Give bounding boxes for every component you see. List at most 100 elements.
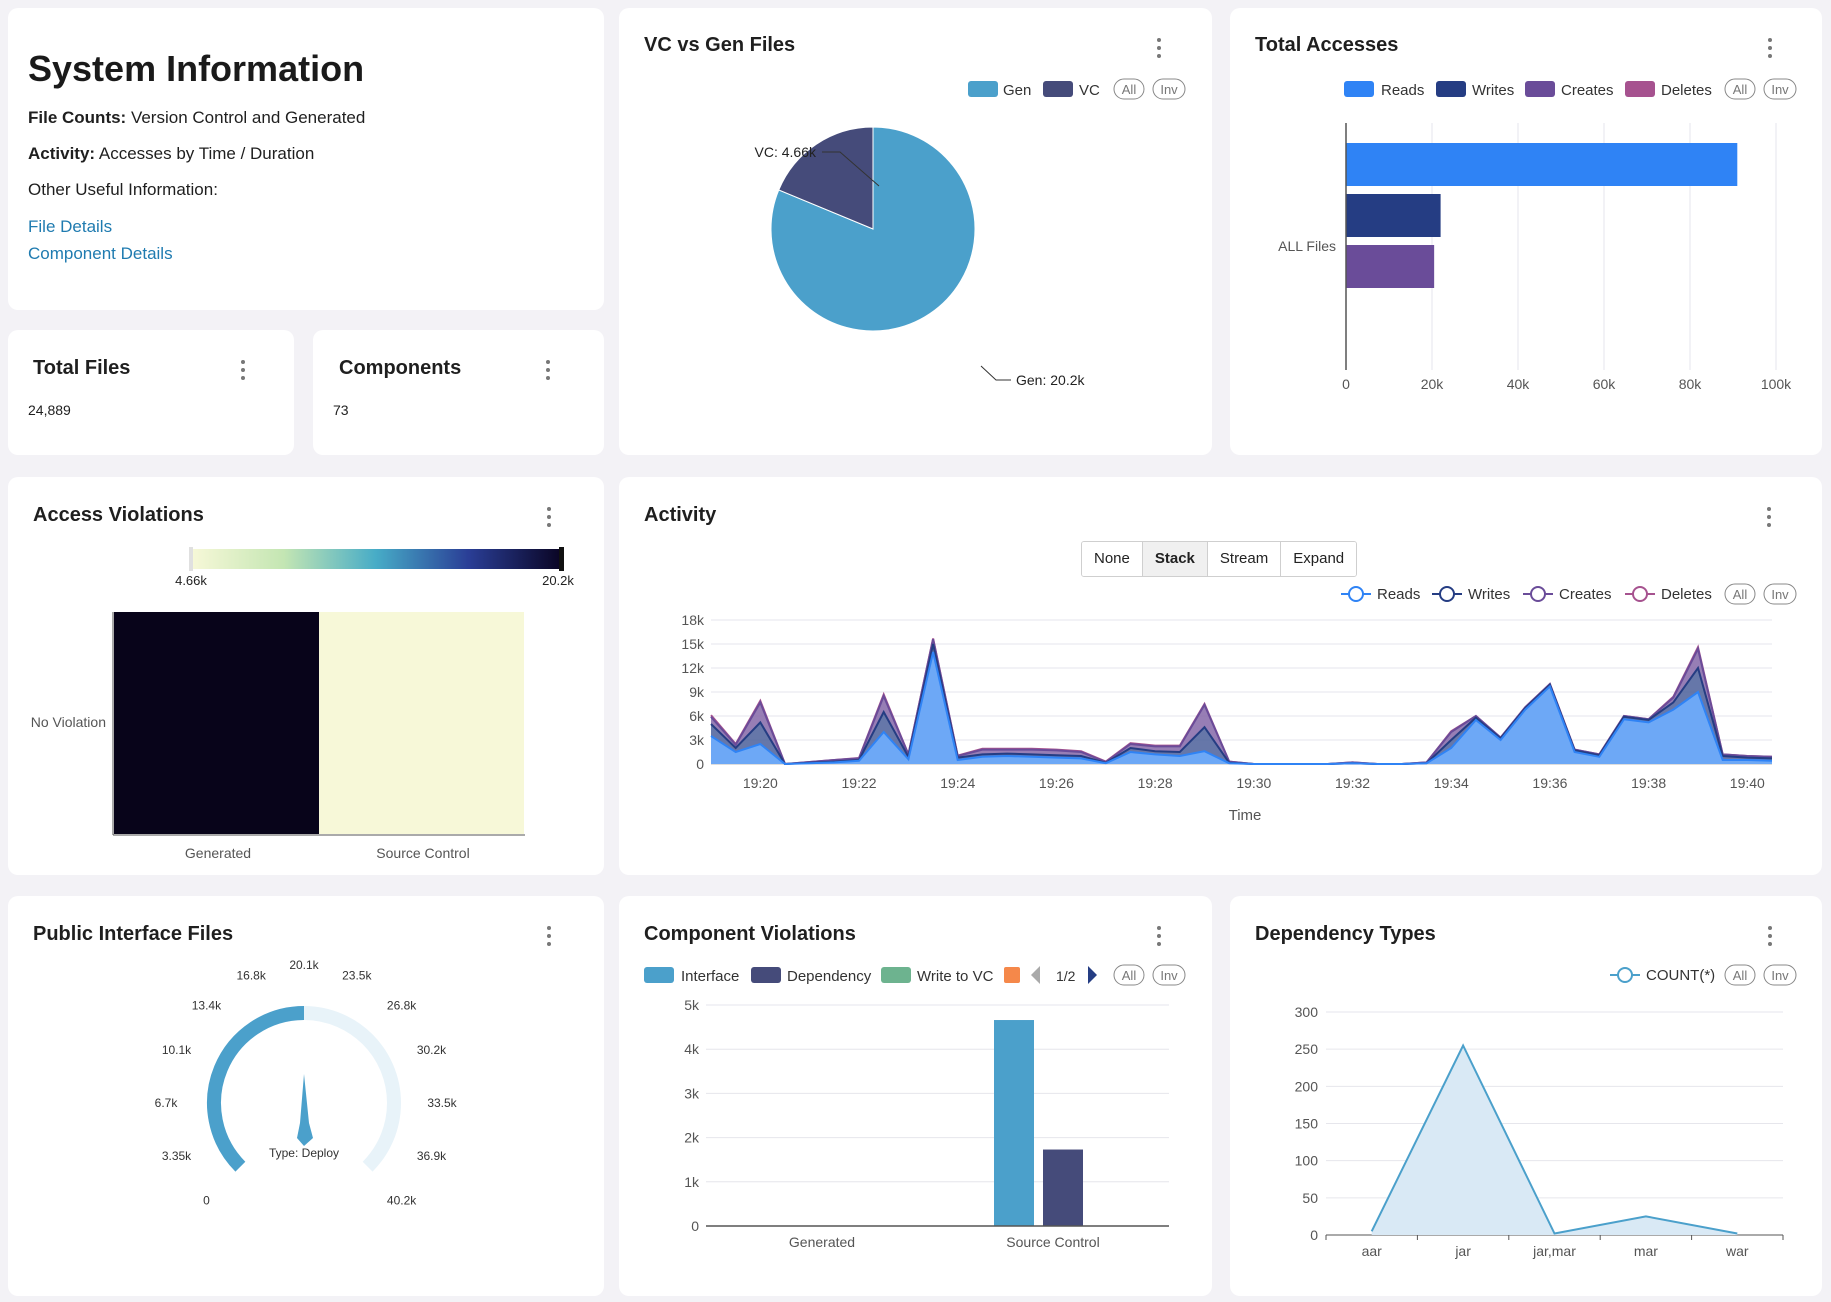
dependency-types-menu-icon[interactable]	[1765, 926, 1775, 948]
components-menu-icon[interactable]	[543, 360, 553, 382]
legend-inv-label[interactable]: Inv	[1771, 968, 1789, 983]
legend-vc-swatch[interactable]	[1043, 81, 1073, 97]
legend-all-button[interactable]	[1724, 964, 1756, 986]
legend-prev-page-icon[interactable]	[1031, 966, 1040, 984]
bar-writes	[1346, 194, 1441, 237]
area-fill	[1371, 1045, 1738, 1235]
legend-write-to-vc-swatch[interactable]	[881, 967, 911, 983]
legend-creates-item[interactable]: Creates	[1523, 586, 1612, 603]
total-accesses-menu-icon[interactable]	[1765, 38, 1775, 60]
legend-all-label[interactable]: All	[1122, 82, 1137, 97]
vc-label-leader	[822, 151, 880, 187]
file-details-link[interactable]: File Details	[28, 217, 113, 236]
legend-inv-button[interactable]	[1763, 583, 1797, 605]
total-files-card: Total Files 24,889	[8, 330, 294, 455]
x-tick-label: 19:24	[940, 775, 975, 791]
y-tick-label: 4k	[684, 1041, 700, 1057]
legend-deletes-swatch[interactable]	[1625, 81, 1655, 97]
legend-count-item[interactable]: COUNT(*)	[1610, 967, 1715, 984]
stack-mode-selector: None Stack Stream Expand	[1081, 541, 1358, 577]
legend-inv-button[interactable]	[1152, 78, 1186, 100]
y-tick-label: 6k	[689, 708, 705, 724]
legend-all-label[interactable]: All	[1733, 587, 1748, 602]
legend-all-button[interactable]	[1113, 964, 1145, 986]
components-card: Components 73	[313, 330, 604, 455]
x-tick-label: 0	[1342, 376, 1350, 392]
legend-deletes-item[interactable]: Deletes	[1625, 586, 1712, 603]
color-scale-handle-max[interactable]	[559, 547, 564, 571]
legend-inv-label[interactable]: Inv	[1160, 968, 1178, 983]
legend-all-label[interactable]: All	[1733, 968, 1748, 983]
legend-creates-label[interactable]: Creates	[1561, 82, 1614, 99]
x-tick-label: 19:34	[1434, 775, 1469, 791]
vc-gen-menu-icon[interactable]	[1154, 38, 1164, 60]
total-files-menu-icon[interactable]	[238, 360, 248, 382]
dependency-types-card: Dependency Types COUNT(*) All Inv 300 250…	[1230, 896, 1822, 1296]
mode-expand-button[interactable]: Expand	[1281, 542, 1357, 576]
legend-interface-swatch[interactable]	[644, 967, 674, 983]
component-details-link[interactable]: Component Details	[28, 244, 173, 263]
access-violations-menu-icon[interactable]	[544, 507, 554, 529]
legend-creates-marker	[1530, 586, 1546, 602]
legend-all-button[interactable]	[1113, 78, 1145, 100]
cv-x-label-source-control: Source Control	[1006, 1234, 1099, 1250]
legend-dependency-label[interactable]: Dependency	[787, 968, 872, 985]
total-accesses-card: Total Accesses Reads Writes Creates Dele…	[1230, 8, 1822, 455]
legend-inv-button[interactable]	[1763, 964, 1797, 986]
activity-menu-icon[interactable]	[1764, 507, 1774, 529]
activity-title: Activity	[644, 504, 717, 526]
gauge-tick-label: 16.8k	[237, 969, 267, 983]
gauge-tick-label: 23.5k	[342, 969, 372, 983]
legend-inv-button[interactable]	[1152, 964, 1186, 986]
activity-areas	[710, 638, 1773, 766]
mode-none-button[interactable]: None	[1082, 542, 1143, 576]
pie-slice-vc	[778, 126, 874, 230]
legend-overflow-swatch[interactable]	[1004, 967, 1020, 983]
activity-chart: Reads Writes Creates Deletes All Inv	[681, 583, 1797, 824]
heatmap-row-label: No Violation	[31, 714, 106, 730]
bar-dependency	[1043, 1149, 1083, 1226]
components-title: Components	[339, 357, 462, 379]
legend-inv-label[interactable]: Inv	[1771, 82, 1789, 97]
x-tick-label: 19:26	[1039, 775, 1074, 791]
legend-next-page-icon[interactable]	[1088, 966, 1097, 984]
component-violations-menu-icon[interactable]	[1154, 926, 1164, 948]
legend-vc-label[interactable]: VC	[1079, 82, 1100, 99]
legend-interface-label[interactable]: Interface	[681, 968, 739, 985]
legend-reads-swatch[interactable]	[1344, 81, 1374, 97]
legend-creates-swatch[interactable]	[1525, 81, 1555, 97]
legend-gen-label[interactable]: Gen	[1003, 82, 1031, 99]
x-tick-label: war	[1725, 1243, 1749, 1259]
legend-write-to-vc-label[interactable]: Write to VC	[917, 968, 994, 985]
activity-y-ticks: 18k 15k 12k 9k 6k 3k 0	[681, 612, 705, 772]
y-tick-label: 5k	[684, 997, 700, 1013]
legend-writes-item[interactable]: Writes	[1432, 586, 1510, 603]
mode-stack-button[interactable]: Stack	[1142, 542, 1208, 576]
legend-dependency-swatch[interactable]	[751, 967, 781, 983]
legend-inv-label[interactable]: Inv	[1160, 82, 1178, 97]
mode-stream-button[interactable]: Stream	[1207, 542, 1282, 576]
gauge-tick-label: 20.1k	[289, 958, 319, 972]
legend-reads-item[interactable]: Reads	[1341, 586, 1420, 603]
legend-all-button[interactable]	[1724, 583, 1756, 605]
legend-writes-swatch[interactable]	[1436, 81, 1466, 97]
legend-inv-label[interactable]: Inv	[1771, 587, 1789, 602]
legend-writes-label[interactable]: Writes	[1472, 82, 1514, 99]
public-interface-menu-icon[interactable]	[544, 926, 554, 948]
legend-reads-label[interactable]: Reads	[1381, 82, 1424, 99]
legend-deletes-label[interactable]: Deletes	[1661, 82, 1712, 99]
legend-count-label: COUNT(*)	[1646, 967, 1715, 984]
legend-inv-button[interactable]	[1763, 78, 1797, 100]
y-tick-label: 1k	[684, 1174, 700, 1190]
total-accesses-x-ticks: 0 20k 40k 60k 80k 100k	[1342, 376, 1792, 392]
color-scale-handle-min[interactable]	[189, 547, 193, 571]
area-reads	[711, 652, 1772, 764]
legend-gen-swatch[interactable]	[968, 81, 998, 97]
legend-all-button[interactable]	[1724, 78, 1756, 100]
legend-all-label[interactable]: All	[1733, 82, 1748, 97]
gauge-arcs	[207, 1006, 401, 1172]
legend-pager: 1/2	[1056, 968, 1076, 984]
x-tick-label: 19:30	[1236, 775, 1271, 791]
legend-all-label[interactable]: All	[1122, 968, 1137, 983]
x-tick-label: 80k	[1679, 376, 1703, 392]
